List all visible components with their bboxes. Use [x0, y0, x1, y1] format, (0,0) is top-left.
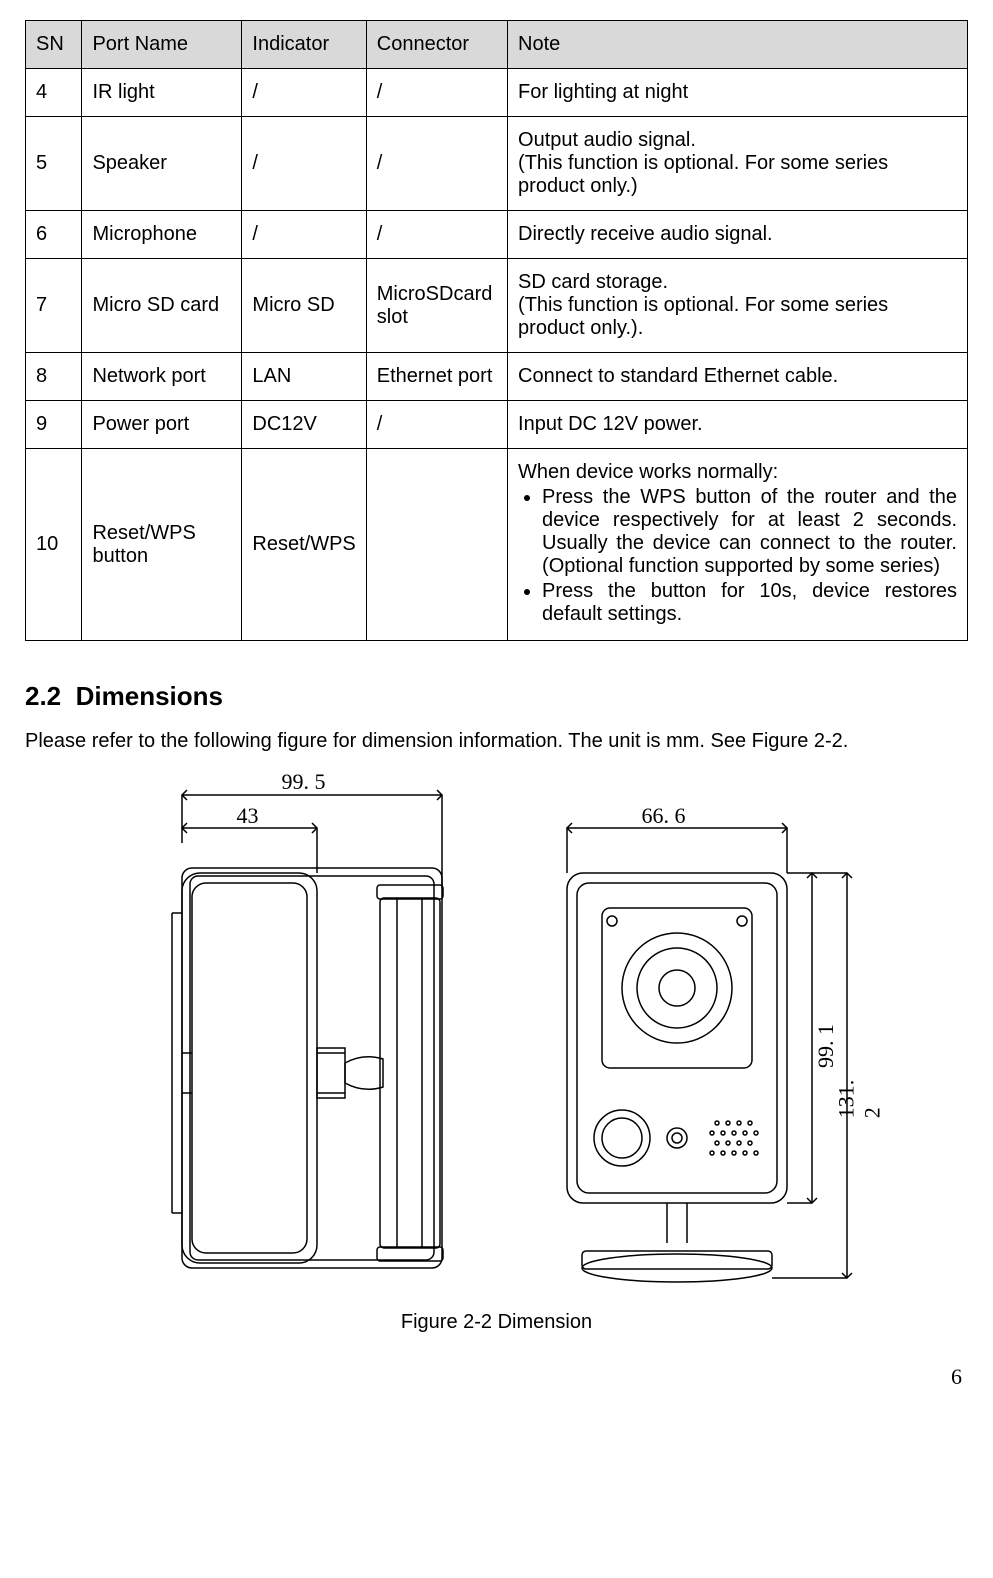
cell-sn: 9 — [26, 401, 82, 449]
col-header-note: Note — [508, 21, 968, 69]
cell-name: Network port — [82, 353, 242, 401]
col-header-sn: SN — [26, 21, 82, 69]
cell-sn: 7 — [26, 259, 82, 353]
section-number: 2.2 — [25, 681, 61, 711]
cell-indicator: / — [242, 69, 366, 117]
cell-name: Micro SD card — [82, 259, 242, 353]
dim-label-front-width: 66. 6 — [642, 803, 686, 829]
side-view-svg — [122, 773, 482, 1293]
cell-indicator: Micro SD — [242, 259, 366, 353]
table-header-row: SN Port Name Indicator Connector Note — [26, 21, 968, 69]
note-intro: When device works normally: — [518, 461, 778, 483]
note-bullet: Press the WPS button of the router and t… — [542, 486, 957, 578]
col-header-conn: Connector — [366, 21, 507, 69]
cell-connector: MicroSDcard slot — [366, 259, 507, 353]
dim-label-full-width: 99. 5 — [282, 769, 326, 795]
note-bullet-list: Press the WPS button of the router and t… — [518, 486, 957, 626]
section-heading: 2.2 Dimensions — [25, 681, 968, 712]
cell-note: When device works normally: Press the WP… — [508, 449, 968, 641]
cell-note: Output audio signal. (This function is o… — [508, 117, 968, 211]
table-row: 8 Network port LAN Ethernet port Connect… — [26, 353, 968, 401]
cell-indicator: Reset/WPS — [242, 449, 366, 641]
cell-note: For lighting at night — [508, 69, 968, 117]
cell-indicator: DC12V — [242, 401, 366, 449]
cell-connector: / — [366, 69, 507, 117]
table-row: 7 Micro SD card Micro SD MicroSDcard slo… — [26, 259, 968, 353]
cell-name: Power port — [82, 401, 242, 449]
cell-name: Speaker — [82, 117, 242, 211]
note-bullet: Press the button for 10s, device restore… — [542, 580, 957, 626]
page-number: 6 — [25, 1364, 968, 1390]
cell-connector: Ethernet port — [366, 353, 507, 401]
table-row: 5 Speaker / / Output audio signal. (This… — [26, 117, 968, 211]
dim-label-full-height: 131. 2 — [833, 1080, 885, 1119]
section-intro: Please refer to the following figure for… — [25, 730, 968, 753]
col-header-name: Port Name — [82, 21, 242, 69]
cell-name: IR light — [82, 69, 242, 117]
cell-name: Reset/WPS button — [82, 449, 242, 641]
table-row: 9 Power port DC12V / Input DC 12V power. — [26, 401, 968, 449]
figure-caption: Figure 2-2 Dimension — [25, 1311, 968, 1334]
cell-note: Connect to standard Ethernet cable. — [508, 353, 968, 401]
table-row: 10 Reset/WPS button Reset/WPS When devic… — [26, 449, 968, 641]
cell-connector: / — [366, 401, 507, 449]
table-row: 4 IR light / / For lighting at night — [26, 69, 968, 117]
section-title: Dimensions — [76, 681, 223, 711]
cell-note: SD card storage. (This function is optio… — [508, 259, 968, 353]
cell-indicator: LAN — [242, 353, 366, 401]
cell-note: Directly receive audio signal. — [508, 211, 968, 259]
cell-connector: / — [366, 117, 507, 211]
cell-sn: 5 — [26, 117, 82, 211]
figure-side-view: 99. 5 43 — [122, 773, 482, 1293]
cell-name: Microphone — [82, 211, 242, 259]
dim-label-inner-width: 43 — [237, 803, 259, 829]
dim-label-front-height: 99. 1 — [813, 1024, 839, 1068]
figure-front-view: 66. 6 99. 1 131. 2 — [512, 773, 872, 1293]
port-table: SN Port Name Indicator Connector Note 4 … — [25, 20, 968, 641]
cell-sn: 10 — [26, 449, 82, 641]
cell-note: Input DC 12V power. — [508, 401, 968, 449]
cell-connector — [366, 449, 507, 641]
table-row: 6 Microphone / / Directly receive audio … — [26, 211, 968, 259]
cell-indicator: / — [242, 117, 366, 211]
cell-sn: 6 — [26, 211, 82, 259]
cell-sn: 4 — [26, 69, 82, 117]
dimension-figure: 99. 5 43 — [25, 773, 968, 1293]
cell-connector: / — [366, 211, 507, 259]
col-header-ind: Indicator — [242, 21, 366, 69]
cell-indicator: / — [242, 211, 366, 259]
cell-sn: 8 — [26, 353, 82, 401]
